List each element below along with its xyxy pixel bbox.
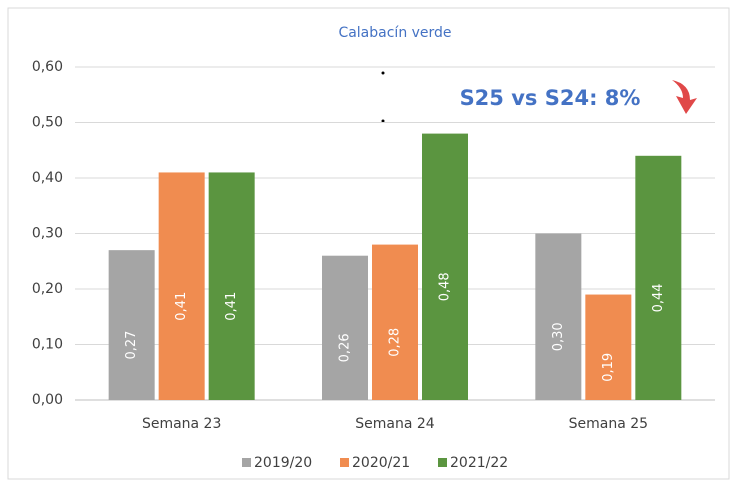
bar (422, 133, 468, 400)
value-label: 0,41 (174, 292, 189, 321)
value-label: 0,44 (651, 283, 666, 312)
bar (585, 294, 632, 400)
y-tick-label: 0,50 (32, 115, 63, 131)
chart-title: Calabacín verde (338, 25, 451, 41)
legend-label: 2019/20 (254, 455, 312, 471)
bar (208, 172, 255, 400)
y-tick-label: 0,00 (32, 392, 63, 408)
y-tick-label: 0,60 (32, 59, 63, 75)
dot (381, 119, 385, 123)
bar (108, 250, 155, 400)
value-label: 0,48 (438, 272, 453, 301)
value-label: 0,26 (338, 333, 353, 362)
arrow-icon (672, 80, 697, 114)
y-tick-label: 0,20 (32, 281, 63, 297)
bar (372, 244, 418, 400)
x-tick-label: Semana 24 (355, 416, 435, 432)
bar (158, 172, 205, 400)
dot (381, 71, 385, 75)
y-tick-label: 0,40 (32, 170, 63, 186)
bar (635, 155, 682, 400)
y-tick-label: 0,10 (32, 337, 63, 353)
x-tick-label: Semana 23 (142, 416, 221, 432)
legend-label: 2020/21 (352, 455, 410, 471)
bar (322, 255, 368, 400)
legend-label: 2021/22 (450, 455, 508, 471)
annotation: S25 vs S24: 8% (460, 86, 641, 110)
bar (535, 233, 582, 400)
value-label: 0,41 (224, 292, 239, 321)
value-label: 0,30 (551, 322, 566, 351)
x-tick-label: Semana 25 (569, 416, 648, 432)
value-label: 0,27 (124, 331, 139, 360)
chart-border (7, 7, 730, 480)
legend-swatch (340, 458, 349, 467)
value-label: 0,28 (388, 328, 403, 357)
value-label: 0,19 (601, 353, 616, 382)
y-tick-label: 0,30 (32, 226, 63, 242)
legend-swatch (242, 458, 251, 467)
legend-swatch (438, 458, 447, 467)
